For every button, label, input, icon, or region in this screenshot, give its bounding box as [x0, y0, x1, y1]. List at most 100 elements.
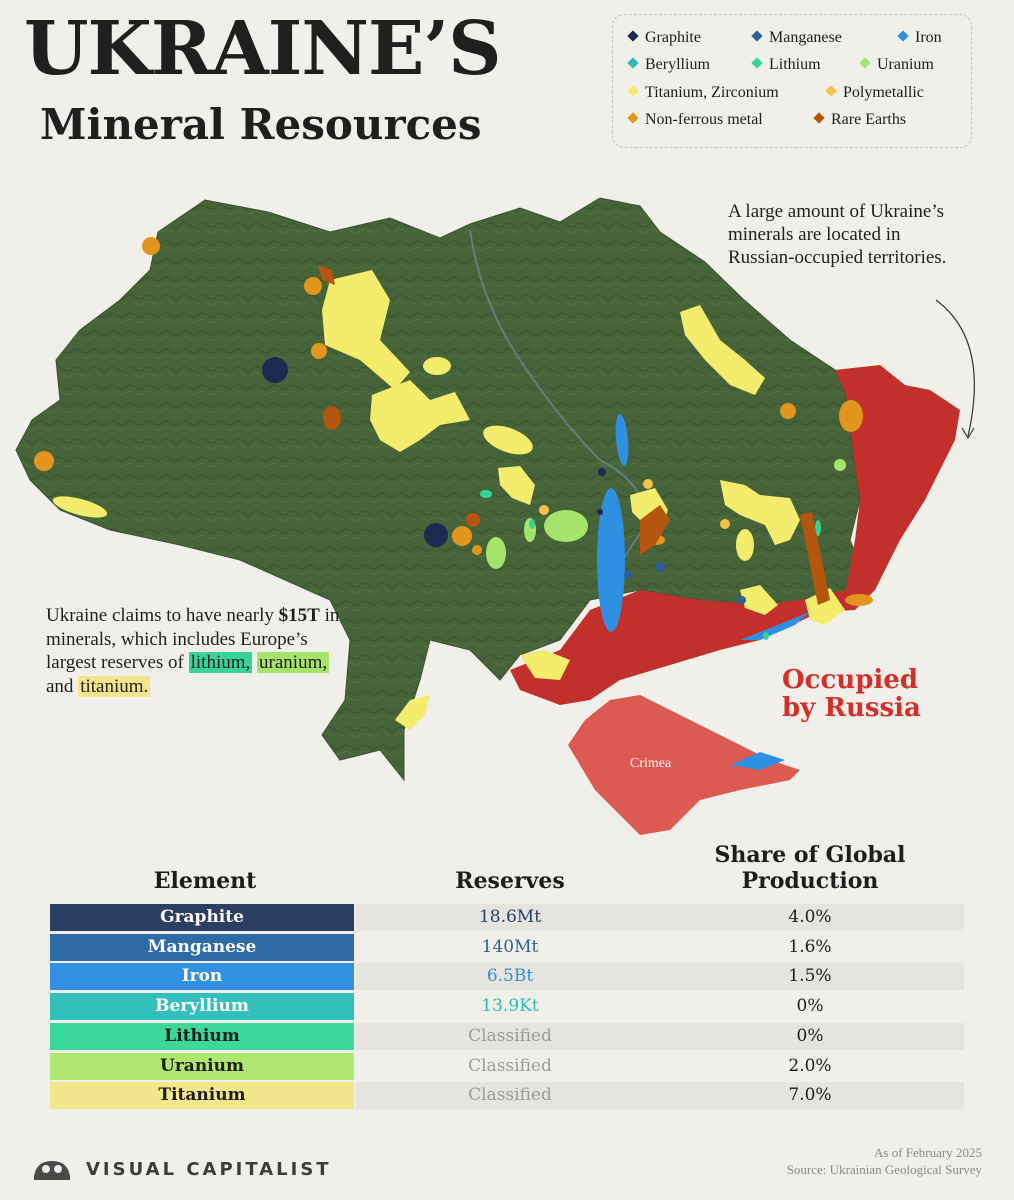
uranium-highlight: uranium, — [257, 652, 330, 673]
occupied-label-line: Occupied — [782, 665, 918, 695]
legend-label: Polymetallic — [843, 84, 924, 101]
element-cell: Manganese — [50, 933, 354, 961]
legend-item-polymetallic: Polymetallic — [825, 84, 924, 102]
crimea — [568, 695, 800, 835]
ukraine-territory — [15, 197, 871, 782]
legend-item-manganese: Manganese — [751, 29, 842, 47]
element-cell: Graphite — [50, 904, 354, 931]
page-title: UKRAINE’S — [24, 6, 502, 92]
legend-item-uranium: Uranium — [859, 56, 934, 74]
row-stripe — [356, 904, 964, 931]
legend-label: Graphite — [645, 29, 701, 46]
reserves-cell: Classified — [468, 1055, 552, 1076]
legend-item-iron: Iron — [897, 29, 942, 47]
occupied-territory — [510, 365, 960, 705]
diamond-icon — [859, 57, 871, 69]
legend-label: Titanium, Zirconium — [645, 84, 779, 101]
share-cell: 0% — [796, 1025, 824, 1046]
legend-item-non-ferrous-metal: Non-ferrous metal — [627, 111, 763, 129]
legend-label: Lithium — [769, 56, 821, 73]
table-row: Uranium Classified 2.0% — [50, 1052, 964, 1080]
annotation-arrow — [935, 299, 975, 437]
legend-item-rare-earths: Rare Earths — [813, 111, 907, 129]
table-row: Titanium Classified 7.0% — [50, 1082, 964, 1110]
element-cell: Uranium — [50, 1052, 354, 1080]
share-cell: 7.0% — [788, 1085, 832, 1106]
reserves-cell: 6.5Bt — [486, 966, 534, 987]
source-note: As of February 2025 Source: Ukrainian Ge… — [787, 1144, 982, 1178]
share-cell: 4.0% — [788, 907, 832, 927]
reserves-cell: 13.9Kt — [481, 996, 539, 1017]
element-cell: Iron — [50, 963, 354, 991]
diamond-icon — [627, 112, 639, 124]
titanium-highlight: titanium. — [78, 675, 151, 697]
element-cell: Lithium — [50, 1022, 354, 1050]
legend-item-graphite: Graphite — [627, 29, 701, 47]
lithium-deposits — [480, 490, 821, 640]
brand-name: VISUAL CAPITALIST — [86, 1158, 332, 1180]
iron-deposits — [597, 414, 810, 770]
share-header-line: Share of Global — [714, 842, 906, 868]
lithium-highlight: lithium, — [188, 652, 253, 673]
claim-text: Ukraine claims to have nearly — [46, 605, 279, 626]
element-header: Element — [153, 868, 257, 894]
table-row: Beryllium 13.9Kt 0% — [50, 993, 964, 1021]
row-stripe — [356, 1082, 964, 1110]
row-stripe — [356, 1022, 964, 1050]
claim-text: in minerals, which includes Europe’s lar… — [46, 605, 340, 673]
occupied-label-line: by Russia — [782, 693, 921, 723]
reserves-header: Reserves — [455, 868, 565, 894]
diamond-icon — [751, 30, 763, 42]
legend-label: Beryllium — [645, 56, 710, 73]
titanium-deposits — [52, 270, 845, 730]
legend-item-beryllium: Beryllium — [627, 56, 710, 74]
legend-item-titanium-zirconium: Titanium, Zirconium — [627, 84, 779, 102]
brand: VISUAL CAPITALIST — [30, 1152, 332, 1186]
visual-capitalist-logo-icon — [34, 1161, 70, 1180]
share-header: Share of Global Production — [690, 842, 930, 894]
as-of-date: As of February 2025 — [874, 1145, 982, 1160]
legend-label: Rare Earths — [831, 111, 907, 128]
table-row: Graphite 18.6Mt 4.0% — [50, 904, 964, 931]
reserves-cell: Classified — [468, 1085, 552, 1106]
data-source: Source: Ukrainian Geological Survey — [786, 1162, 982, 1177]
legend-label: Iron — [915, 29, 942, 46]
legend-label: Manganese — [769, 29, 842, 46]
diamond-icon — [627, 30, 639, 42]
element-cell: Titanium — [50, 1082, 354, 1110]
share-header-line: Production — [741, 868, 879, 894]
table-row: Iron 6.5Bt 1.5% — [50, 963, 964, 991]
occupied-label: Occupied by Russia — [782, 666, 921, 722]
claim-text: and — [46, 675, 79, 697]
dnipro-river — [469, 229, 652, 601]
diamond-icon — [627, 85, 639, 97]
reserves-cell: Classified — [468, 1025, 552, 1046]
row-stripe — [356, 963, 964, 991]
rare-earth-deposits — [318, 265, 830, 605]
non-ferrous-deposits — [34, 237, 873, 606]
arrow-head — [961, 427, 975, 440]
diamond-icon — [627, 57, 639, 69]
share-cell: 2.0% — [788, 1055, 832, 1076]
graphite-deposits — [262, 357, 606, 547]
table-row: Manganese 140Mt 1.6% — [50, 933, 964, 961]
uranium-deposits — [486, 459, 846, 569]
reserves-cell: 140Mt — [481, 936, 539, 957]
share-cell: 1.5% — [788, 966, 832, 987]
occupied-minerals-annotation: A large amount of Ukraine’s minerals are… — [728, 201, 947, 268]
diamond-icon — [825, 85, 837, 97]
diamond-icon — [897, 30, 909, 42]
table-row: Lithium Classified 0% — [50, 1022, 964, 1050]
legend-label: Uranium — [877, 56, 934, 73]
diamond-icon — [813, 112, 825, 124]
manganese-deposits — [624, 562, 746, 604]
share-cell: 0% — [796, 996, 824, 1017]
reserves-cell: 18.6Mt — [478, 907, 542, 927]
crimea-label: Crimea — [630, 756, 672, 771]
diamond-icon — [751, 57, 763, 69]
polymetallic-deposits — [539, 479, 730, 529]
mineral-value-annotation: Ukraine claims to have nearly $15T in mi… — [46, 604, 346, 698]
claim-value: $15T — [278, 605, 320, 626]
element-cell: Beryllium — [50, 993, 354, 1021]
legend-item-lithium: Lithium — [751, 56, 821, 74]
